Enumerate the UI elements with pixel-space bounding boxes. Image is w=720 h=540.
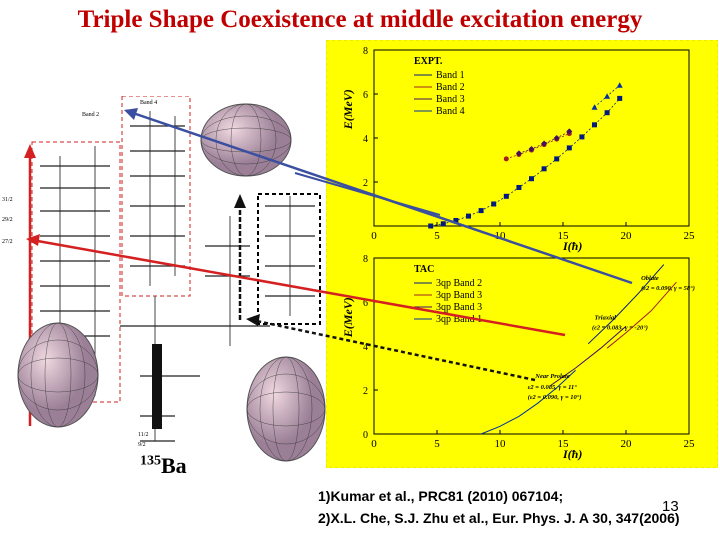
data-point [491, 201, 497, 207]
band4-box [121, 96, 191, 297]
x-tick-label: 15 [558, 230, 570, 242]
y-tick-label: 4 [363, 134, 368, 145]
annotation: Near Prolate [534, 373, 570, 380]
data-point [541, 140, 548, 147]
data-point [453, 218, 459, 223]
svg-text:27/2: 27/2 [2, 239, 13, 245]
nucleus-label: 135Ba [140, 453, 187, 478]
panel-background [326, 40, 718, 468]
data-point [604, 110, 610, 116]
data-point [478, 208, 484, 214]
series-line [587, 264, 665, 345]
legend-entry: Band 4 [436, 106, 465, 117]
data-point [592, 122, 597, 128]
data-point [604, 93, 611, 99]
x-axis-label: I(ħ) [562, 447, 582, 461]
x-tick-label: 5 [434, 230, 440, 242]
plot-title: EXPT. [414, 56, 443, 67]
band4-label: Band 4 [140, 100, 157, 106]
y-tick-label: 8 [363, 46, 368, 57]
x-tick-label: 20 [621, 438, 633, 450]
data-point [553, 135, 560, 141]
slide-number: 13 [662, 498, 679, 515]
data-point [466, 213, 471, 219]
series-line [480, 369, 576, 435]
x-tick-label: 10 [495, 438, 507, 450]
ground-band-transitions [152, 344, 162, 429]
legend-entry: 3qp Band 3 [436, 302, 482, 313]
y-axis-label: E(MeV) [341, 89, 355, 130]
triaxial-shape-icon [17, 322, 99, 428]
x-tick-label: 0 [371, 230, 377, 242]
legend-entry: Band 3 [436, 94, 465, 105]
reference-1: 1)Kumar et al., PRC81 (2010) 067104; [318, 488, 564, 504]
y-tick-label: 2 [363, 386, 368, 397]
data-point [516, 185, 522, 190]
data-point [616, 82, 623, 88]
svg-text:9/2: 9/2 [138, 442, 146, 448]
svg-text:11/2: 11/2 [138, 432, 148, 438]
data-point [440, 221, 446, 227]
y-axis-label: E(MeV) [341, 297, 355, 338]
annotation: Triaxial [595, 315, 617, 322]
y-tick-label: 4 [363, 342, 368, 353]
x-tick-label: 25 [684, 230, 696, 242]
data-point [566, 128, 573, 135]
series-line [606, 281, 677, 349]
x-tick-label: 25 [684, 438, 696, 450]
data-point [566, 145, 572, 151]
data-point [554, 156, 560, 162]
series-line [550, 325, 627, 387]
slide-title: Triple Shape Coexistence at middle excit… [77, 6, 643, 33]
data-point [617, 95, 623, 101]
series-line [430, 98, 621, 227]
annotation: ε2 = 0.085, γ = 11° [528, 384, 578, 391]
data-point [515, 150, 522, 157]
x-tick-label: 0 [371, 438, 377, 450]
x-tick-label: 15 [558, 438, 570, 450]
svg-text:29/2: 29/2 [2, 217, 13, 223]
annotation: Oblate [641, 275, 659, 282]
data-point [503, 193, 509, 199]
plot-title: TAC [414, 264, 434, 275]
legend-entry: 3qp Band 3 [436, 290, 482, 301]
annotation: (ε2 = 0.083, γ = -20°) [592, 325, 648, 332]
legend-entry: 3qp Band 1 [436, 314, 482, 325]
band-highlight-box [257, 193, 321, 325]
band2-label: Band 2 [82, 112, 99, 118]
level-scheme: Band 4 Band 2 31/2 29/2 27/2 11/2 9/2 [2, 96, 321, 448]
data-point [528, 146, 535, 152]
x-tick-label: 20 [621, 230, 633, 242]
legend-entry: Band 2 [436, 82, 465, 93]
annotation: (ε2 = 0.090, γ = 10°) [528, 394, 582, 401]
svg-text:31/2: 31/2 [2, 197, 13, 203]
y-tick-label: 0 [363, 430, 368, 441]
level-bars [40, 125, 315, 442]
y-tick-label: 6 [363, 298, 368, 309]
legend-entry: 3qp Band 2 [436, 278, 482, 289]
y-tick-label: 6 [363, 90, 368, 101]
legend-entry: Band 1 [436, 70, 465, 81]
x-tick-label: 10 [495, 230, 507, 242]
data-point [529, 176, 534, 182]
annotation: (ε2 = 0.090, γ = 58°) [641, 285, 695, 292]
reference-2: 2)X.L. Che, S.J. Zhu et al., Eur. Phys. … [318, 510, 680, 526]
series-line [518, 131, 570, 154]
data-point [579, 134, 585, 140]
x-axis-label: I(ħ) [562, 239, 582, 253]
x-tick-label: 5 [434, 438, 440, 450]
data-point [503, 156, 509, 162]
y-tick-label: 8 [363, 254, 368, 265]
data-point [428, 223, 434, 229]
prolate-shape-icon [246, 356, 326, 462]
y-tick-label: 2 [363, 178, 368, 189]
data-point [591, 104, 598, 110]
data-point [541, 166, 547, 172]
